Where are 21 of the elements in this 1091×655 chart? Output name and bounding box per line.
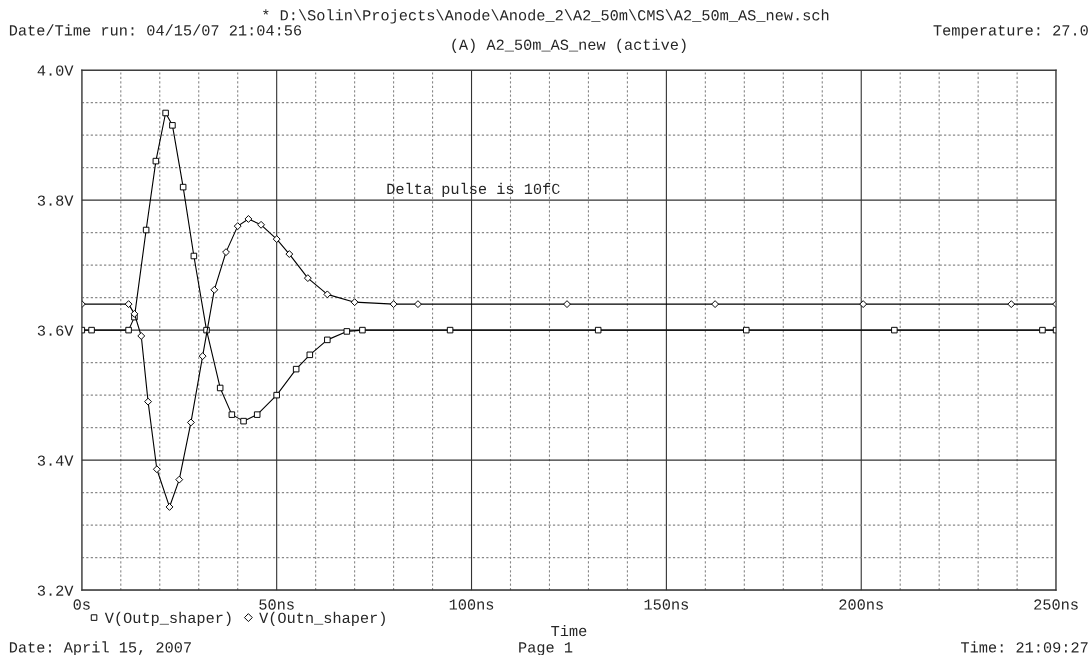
legend-label: V(Outn_shaper) (259, 611, 385, 627)
y-tick-label: 3.6V (37, 325, 74, 336)
text: Time: 21:09:27 (961, 641, 1088, 653)
y-tick-label: 3.4V (37, 455, 74, 466)
text: Temperature: 27.0 (933, 25, 1088, 39)
x-tick-label: 100ns (449, 599, 494, 610)
chart-title: (A) A2_50m_AS_new (active) (452, 38, 686, 53)
x-tick-label: 150ns (644, 599, 689, 610)
text: Date: April 15, 2007 (9, 641, 191, 655)
y-tick-label: 3.8V (37, 195, 74, 206)
x-tick-label: 0s (73, 599, 90, 610)
x-tick-label: 250ns (1034, 599, 1078, 610)
y-tick-label: 4.0V (37, 65, 74, 76)
y-tick-label: 3.2V (37, 585, 74, 596)
x-axis-title: Time (551, 624, 587, 637)
x-tick-label: 200ns (839, 599, 883, 610)
x-tick-label: 50ns (259, 599, 294, 610)
text: * D:\Solin\Projects\Anode\Anode_2\A2_50m\CMS\A2_50m_AS_new.sch (263, 9, 829, 24)
text: Date/Time run: 04/15/07 21:04:56 (9, 24, 302, 36)
text: Page 1 (519, 642, 573, 655)
legend-label: V(Outp_shaper) (104, 611, 231, 627)
